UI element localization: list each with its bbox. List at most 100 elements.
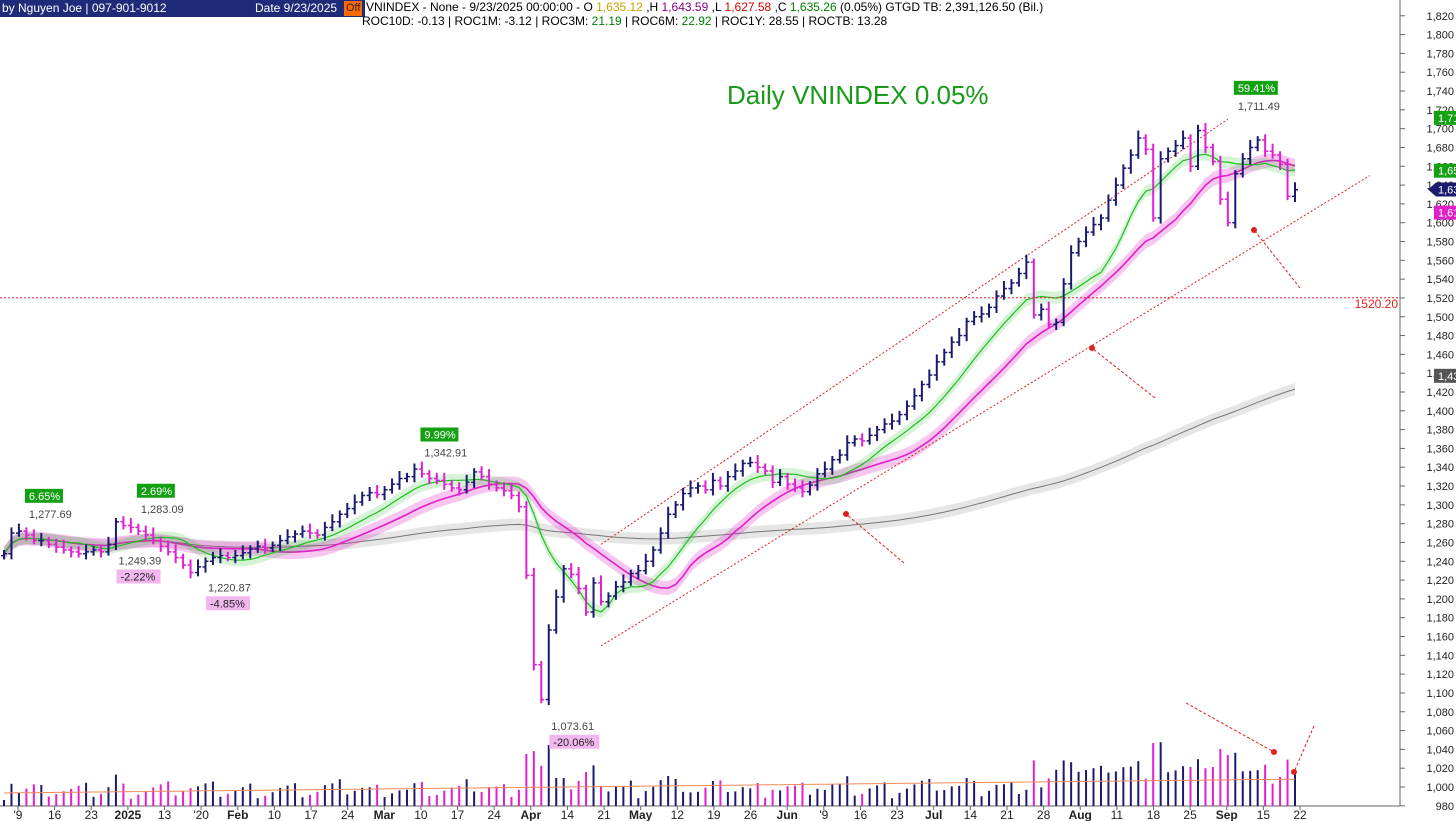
x-tick-label: 22 [1293, 808, 1307, 821]
roc3m-label: ROC3M: [541, 14, 589, 28]
peak-label: 6.65% 1,277.69 [24, 488, 72, 521]
peak-value-text: 1,283.09 [141, 504, 184, 516]
roc6m-value: 22.92 [681, 14, 712, 28]
annotation-arrow [845, 513, 905, 564]
roc3m-value: 21.19 [591, 14, 622, 28]
x-tick-label: 24 [341, 808, 355, 821]
x-tick-label: 14 [964, 808, 978, 821]
price-tag: 1,655.32 [1434, 163, 1456, 178]
roc-info-line: ROC10D: -0.13 | ROC1M: -3.12 | ROC3M: 21… [362, 14, 887, 28]
trough-value-text: 1,249.39 [118, 555, 161, 567]
x-tick-label: May [629, 808, 653, 821]
y-tick-label: 1,540 [1426, 274, 1454, 286]
peak-value-text: 1,711.49 [1238, 101, 1280, 113]
header-author-bar: by Nguyen Joe | 097-901-9012 Date 9/23/2… [0, 0, 365, 17]
y-tick-label: 1,780 [1426, 48, 1454, 60]
x-tick-label: 19 [707, 808, 721, 821]
y-tick-label: 1,460 [1426, 349, 1454, 361]
y-tick-label: 1,520 [1426, 293, 1454, 305]
x-tick-label: 24 [487, 808, 501, 821]
x-tick-label: 13 [158, 808, 172, 821]
y-tick-label: 1,060 [1426, 726, 1454, 738]
symbol-info: VNINDEX - None - 9/23/2025 00:00:00 - O [366, 0, 593, 14]
y-tick-label: 1,100 [1426, 688, 1454, 700]
date-label: Date 9/23/2025 [255, 1, 338, 15]
y-tick-label: 1,600 [1426, 218, 1454, 230]
y-tick-label: 1,160 [1426, 632, 1454, 644]
peak-value-text: 1,277.69 [29, 509, 72, 521]
price-tag-shape [1434, 163, 1456, 178]
annotation-arrow [1253, 229, 1301, 289]
x-tick-label: 25 [1183, 808, 1197, 821]
y-tick-label: 1,380 [1426, 425, 1454, 437]
author-label: by Nguyen Joe | 097-901-9012 [2, 1, 167, 15]
mid-ma-line [3, 159, 1296, 589]
peak-pct-text: 9.99% [424, 429, 455, 441]
trough-label: 1,249.39 -2.22% [116, 555, 161, 584]
annotation-arrow-head [1271, 749, 1277, 755]
trough-pct-box [549, 734, 600, 749]
annotation-arrow-head [1291, 769, 1297, 775]
peak-pct-text: 2.69% [141, 486, 172, 498]
long-ma-band [4, 383, 1295, 560]
high-label: ,H [646, 0, 659, 14]
change-pct: (0.05%) [839, 0, 883, 14]
x-tick-label: Aug [1069, 808, 1092, 821]
ohlc-info-line: VNINDEX - None - 9/23/2025 00:00:00 - O … [366, 0, 1043, 14]
off-toggle[interactable]: Off [344, 1, 363, 16]
peak-pct-box [420, 427, 459, 442]
x-tick-label: 16 [854, 808, 868, 821]
y-tick-label: 1,580 [1426, 237, 1454, 249]
y-tick-label: 1,480 [1426, 331, 1454, 343]
price-tag-label: 1,711.49 [1438, 113, 1456, 125]
x-tick-label: 15 [1257, 808, 1271, 821]
y-tick-label: 1,360 [1426, 443, 1454, 455]
x-tick-label: '20 [193, 808, 209, 821]
x-tick-label: 16 [48, 808, 62, 821]
x-tick-label: 26 [744, 808, 758, 821]
x-tick-label: Apr [520, 808, 541, 821]
peak-pct-text: 6.65% [29, 491, 60, 503]
y-tick-label: 1,020 [1426, 763, 1454, 775]
trough-value-text: 1,220.87 [208, 582, 251, 594]
x-tick-label: 21 [597, 808, 611, 821]
roc1m: ROC1M: -3.12 | [454, 14, 539, 28]
channel-upper-line [600, 118, 1229, 545]
price-tag-shape [1434, 205, 1456, 220]
volume-ma-line [3, 778, 1295, 794]
peak-pct-text: 59.41% [1238, 83, 1276, 95]
long-ma-line [3, 388, 1296, 555]
x-tick-label: 28 [1037, 808, 1051, 821]
peak-pct-box [1233, 80, 1278, 95]
price-tag: 1,437.19 [1434, 368, 1456, 383]
x-tick-label: '9 [14, 808, 23, 821]
x-tick-label: 11 [1111, 808, 1124, 821]
x-tick-label: Jun [777, 808, 798, 821]
price-tag: 1,711.49 [1434, 110, 1456, 125]
annotation-arrow-head [1251, 227, 1257, 233]
y-tick-label: 1,080 [1426, 707, 1454, 719]
y-tick-label: 1,220 [1426, 575, 1454, 587]
trough-pct-text: -4.85% [210, 598, 245, 610]
y-tick-label: 1,740 [1426, 86, 1454, 98]
low-value: 1,627.58 [724, 0, 772, 14]
peak-pct-box [24, 488, 63, 503]
price-tag-shape [1434, 368, 1456, 383]
y-tick-label: 1,000 [1426, 782, 1454, 794]
annotation-arrow [1185, 702, 1275, 753]
x-tick-label: Jul [925, 808, 942, 821]
y-tick-label: 1,300 [1426, 500, 1454, 512]
y-tick-label: 1,680 [1426, 142, 1454, 154]
support-line-label: 1520.20 [1355, 297, 1399, 311]
trough-label: 1,220.87 -4.85% [206, 582, 251, 611]
price-tag-shape [1434, 110, 1456, 125]
x-tick-label: 23 [85, 808, 99, 821]
annotation-arrow-head [1089, 345, 1095, 351]
y-tick-label: 1,560 [1426, 255, 1454, 267]
x-tick-label: Mar [374, 808, 396, 821]
y-tick-label: 1,140 [1426, 650, 1454, 662]
peak-label: 9.99% 1,342.91 [420, 427, 467, 459]
chart-title: Daily VNINDEX 0.05% [727, 80, 989, 110]
roc-rest: | ROC1Y: 28.55 | ROCTB: 13.28 [714, 14, 888, 28]
